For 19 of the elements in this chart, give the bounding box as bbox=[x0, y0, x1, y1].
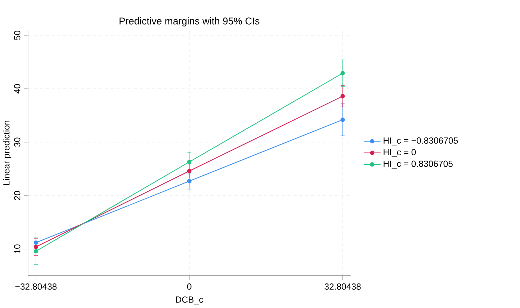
x-tick-label: 32.80438 bbox=[324, 284, 361, 290]
chart-title: Predictive margins with 95% CIs bbox=[120, 18, 260, 27]
legend-label: HI_c = 0 bbox=[384, 149, 416, 158]
y-axis-title: Linear prediction bbox=[3, 121, 12, 186]
x-tick-label: −32.80438 bbox=[16, 284, 57, 290]
y-tick-label: 10 bbox=[14, 244, 21, 254]
point bbox=[340, 71, 346, 76]
x-axis-title: DCB_c bbox=[176, 296, 204, 305]
y-tick-label: 30 bbox=[14, 138, 21, 148]
x-tick-label: 0 bbox=[187, 284, 192, 290]
point bbox=[340, 118, 346, 122]
point bbox=[34, 240, 38, 246]
y-tick-label: 40 bbox=[14, 84, 21, 94]
y-tick-label: 20 bbox=[14, 191, 21, 200]
point bbox=[340, 94, 346, 99]
legend-label: HI_c = −0.8306705 bbox=[384, 138, 458, 146]
y-tick-label: 50 bbox=[14, 30, 21, 40]
point bbox=[34, 245, 38, 250]
legend-label: HI_c = 0.8306705 bbox=[384, 160, 453, 169]
